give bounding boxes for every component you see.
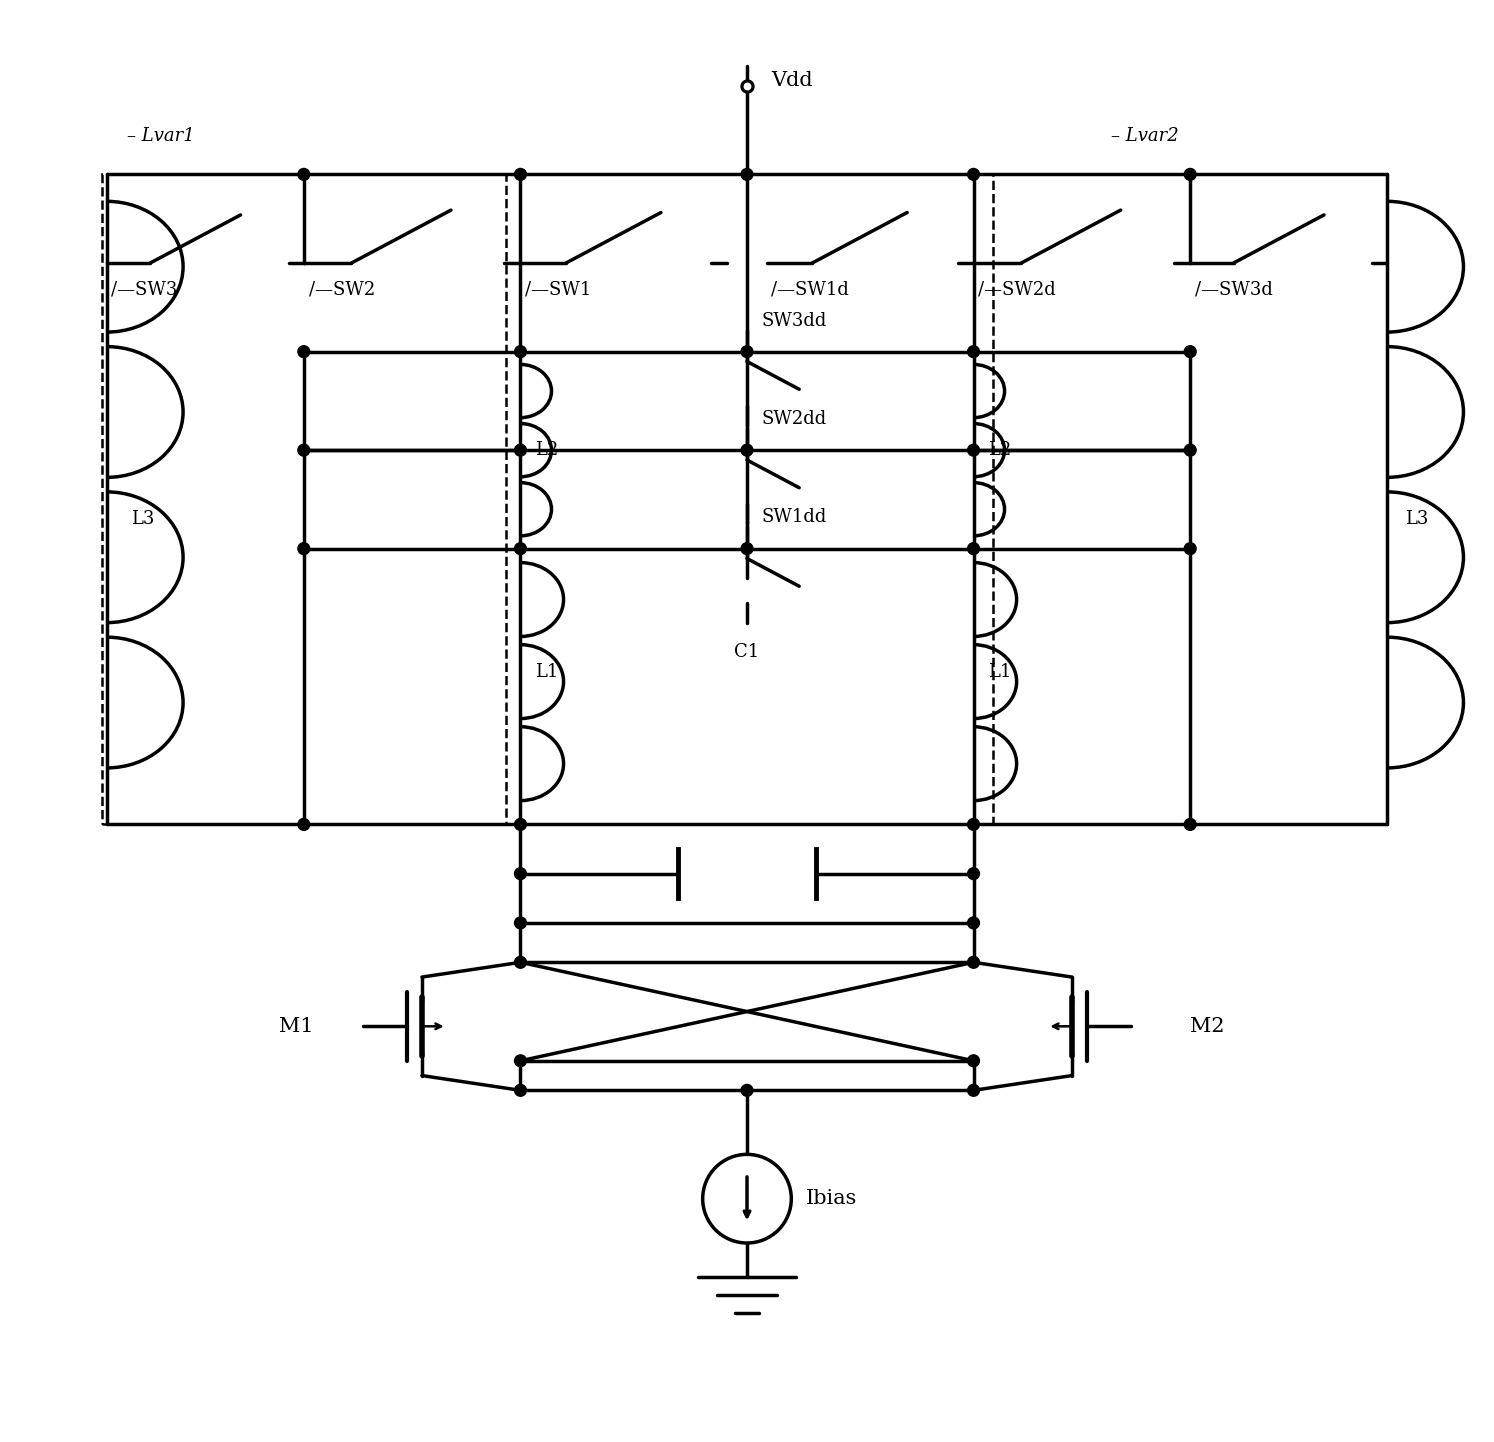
Text: M1: M1 xyxy=(279,1017,314,1035)
Circle shape xyxy=(514,346,526,358)
Circle shape xyxy=(968,346,980,358)
Text: – Lvar1: – Lvar1 xyxy=(127,127,194,144)
Circle shape xyxy=(968,956,980,968)
Circle shape xyxy=(514,542,526,555)
Circle shape xyxy=(514,1084,526,1096)
Text: L1: L1 xyxy=(989,663,1011,681)
Circle shape xyxy=(297,169,309,180)
Text: /—SW1: /—SW1 xyxy=(524,281,592,298)
Text: Ibias: Ibias xyxy=(807,1190,858,1208)
Text: L2: L2 xyxy=(535,441,559,459)
Text: /—SW2d: /—SW2d xyxy=(979,281,1056,298)
Circle shape xyxy=(1185,444,1197,456)
Circle shape xyxy=(297,542,309,555)
Circle shape xyxy=(741,444,753,456)
Circle shape xyxy=(514,169,526,180)
Text: C1: C1 xyxy=(735,643,759,660)
Circle shape xyxy=(297,444,309,456)
Circle shape xyxy=(1185,542,1197,555)
Circle shape xyxy=(968,868,980,880)
Circle shape xyxy=(968,542,980,555)
Text: SW3dd: SW3dd xyxy=(762,311,828,330)
Text: /—SW1d: /—SW1d xyxy=(771,281,849,298)
Circle shape xyxy=(968,819,980,831)
Text: SW1dd: SW1dd xyxy=(762,509,828,526)
Circle shape xyxy=(514,1056,526,1067)
Text: Vdd: Vdd xyxy=(771,71,813,91)
Text: L1: L1 xyxy=(535,663,559,681)
Circle shape xyxy=(1185,819,1197,831)
Circle shape xyxy=(968,1056,980,1067)
Text: M2: M2 xyxy=(1191,1017,1225,1035)
Circle shape xyxy=(514,917,526,929)
Circle shape xyxy=(741,346,753,358)
Circle shape xyxy=(968,1084,980,1096)
Circle shape xyxy=(968,169,980,180)
Circle shape xyxy=(741,169,753,180)
Circle shape xyxy=(1185,169,1197,180)
Text: SW2dd: SW2dd xyxy=(762,410,828,428)
Circle shape xyxy=(514,868,526,880)
Circle shape xyxy=(297,346,309,358)
Circle shape xyxy=(741,542,753,555)
Circle shape xyxy=(968,444,980,456)
Text: L2: L2 xyxy=(989,441,1011,459)
Circle shape xyxy=(514,956,526,968)
Text: – Lvar2: – Lvar2 xyxy=(1112,127,1179,144)
Text: /—SW3: /—SW3 xyxy=(111,281,178,298)
Text: /—SW3d: /—SW3d xyxy=(1195,281,1273,298)
Text: L3: L3 xyxy=(131,510,155,528)
Circle shape xyxy=(741,1084,753,1096)
Circle shape xyxy=(1185,346,1197,358)
Circle shape xyxy=(297,819,309,831)
Text: L3: L3 xyxy=(1404,510,1428,528)
Circle shape xyxy=(514,819,526,831)
Text: /—SW2: /—SW2 xyxy=(309,281,375,298)
Circle shape xyxy=(514,444,526,456)
Circle shape xyxy=(968,917,980,929)
